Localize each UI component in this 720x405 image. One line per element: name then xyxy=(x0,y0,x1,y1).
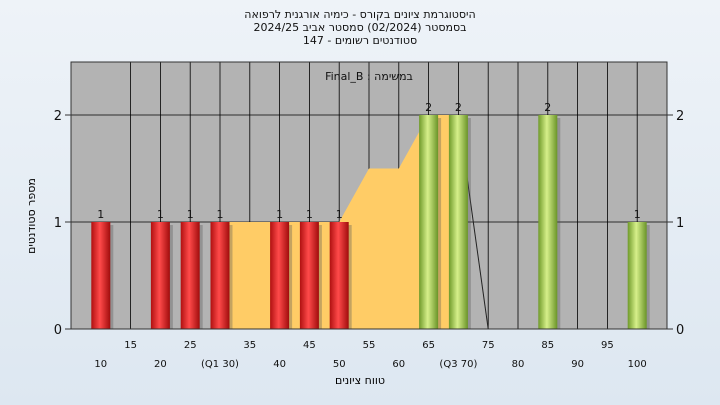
bar-30 xyxy=(210,222,230,329)
x-tick-label: 25 xyxy=(184,340,197,351)
y-tick-label-right: 1 xyxy=(676,216,684,231)
x-tick-label: 75 xyxy=(482,340,495,351)
y-tick-label-left: 0 xyxy=(54,323,62,338)
bar-label-100: 1 xyxy=(634,208,641,221)
bar-label-40: 1 xyxy=(276,208,283,221)
bar-10 xyxy=(91,222,111,329)
x-axis-label: טווח ציונים xyxy=(335,374,385,387)
bar-label-30: 1 xyxy=(217,208,224,221)
bar-label-70: 2 xyxy=(455,101,462,114)
y-tick-label-right: 0 xyxy=(676,323,684,338)
x-tick-label: 35 xyxy=(243,340,256,351)
x-tick-label: (Q3 70) xyxy=(439,359,477,370)
bar-label-25: 1 xyxy=(187,208,194,221)
bar-70 xyxy=(448,115,468,329)
chart-subtitle: Final_B : במשימה xyxy=(325,70,413,83)
x-tick-label: 20 xyxy=(154,359,167,370)
bar-40 xyxy=(270,222,290,329)
x-tick-label: 60 xyxy=(392,359,405,370)
bar-label-50: 1 xyxy=(336,208,343,221)
chart-title-line-1: היסטוגרמת ציונים בקורס - כימיה אורגנית ל… xyxy=(244,8,476,21)
y-tick-label-left: 1 xyxy=(54,216,62,231)
bar-label-20: 1 xyxy=(157,208,164,221)
x-tick-label: 100 xyxy=(628,359,647,370)
bar-label-45: 1 xyxy=(306,208,313,221)
bar-65 xyxy=(419,115,439,329)
x-tick-label: 95 xyxy=(601,340,614,351)
x-tick-label: 90 xyxy=(571,359,584,370)
x-tick-label: 15 xyxy=(124,340,137,351)
bar-label-10: 1 xyxy=(97,208,104,221)
y-tick-label-right: 2 xyxy=(676,109,684,124)
x-tick-label: 65 xyxy=(422,340,435,351)
bar-45 xyxy=(299,222,319,329)
chart-titles: היסטוגרמת ציונים בקורס - כימיה אורגנית ל… xyxy=(0,8,720,47)
x-tick-label: 85 xyxy=(541,340,554,351)
x-tick-label: 10 xyxy=(94,359,107,370)
x-tick-label: 80 xyxy=(512,359,525,370)
x-tick-label: 50 xyxy=(333,359,346,370)
chart-title-line-2: בסמסטר (02/2024) סמסטר אביב 2024/25 xyxy=(253,21,467,34)
bar-label-65: 2 xyxy=(425,101,432,114)
y-tick-label-left: 2 xyxy=(54,109,62,124)
x-tick-label: 45 xyxy=(303,340,316,351)
plot-border xyxy=(70,61,668,330)
x-tick-label: 55 xyxy=(363,340,376,351)
bar-25 xyxy=(180,222,200,329)
bar-85 xyxy=(538,115,558,329)
bar-20 xyxy=(150,222,170,329)
x-tick-label: 40 xyxy=(273,359,286,370)
bar-label-85: 2 xyxy=(544,101,551,114)
chart-title-line-3: סטודנטים רשומים - 147 xyxy=(302,34,418,47)
bar-100 xyxy=(627,222,647,329)
x-tick-label: (Q1 30) xyxy=(201,359,239,370)
bar-50 xyxy=(329,222,349,329)
